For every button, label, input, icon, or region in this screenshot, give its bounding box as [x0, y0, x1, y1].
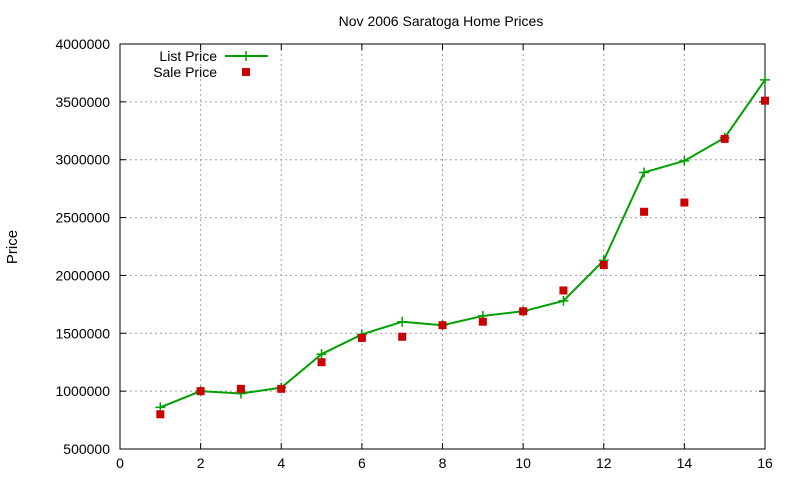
data-point-square	[640, 207, 649, 216]
data-point-square	[599, 261, 608, 270]
grid	[120, 44, 765, 449]
x-tick-label: 12	[596, 455, 612, 471]
x-tick-label: 8	[439, 455, 447, 471]
series-line	[159, 79, 766, 409]
y-tick-label: 1000000	[55, 383, 110, 399]
data-point-square	[438, 321, 447, 330]
data-point-square	[680, 198, 689, 207]
x-tick-label: 4	[277, 455, 285, 471]
x-tick-label: 10	[515, 455, 531, 471]
data-point-plus	[397, 316, 408, 327]
x-tick-label: 16	[757, 455, 773, 471]
x-tick-label: 14	[677, 455, 693, 471]
legend-label: Sale Price	[153, 64, 217, 80]
y-axis-label: Price	[4, 230, 21, 264]
data-point-square	[720, 134, 729, 143]
x-tick-label: 0	[116, 455, 124, 471]
x-tick-label: 6	[358, 455, 366, 471]
data-point-plus	[316, 349, 327, 360]
series-1	[156, 96, 769, 419]
data-point-square	[277, 384, 286, 393]
axis-ticks: 0 2 4 6 8 10 12 14 16 500000 1000000 1500000 2000000…	[55, 36, 773, 471]
chart-title: Nov 2006 Saratoga Home Prices	[339, 13, 544, 29]
legend-square-marker	[242, 68, 250, 76]
legend-label: List Price	[159, 48, 217, 64]
x-tick-label: 2	[197, 455, 205, 471]
data-point-square	[196, 387, 205, 396]
data-point-square	[761, 96, 769, 105]
data-point-square	[357, 333, 366, 342]
series	[155, 74, 770, 419]
data-point-plus	[639, 167, 650, 178]
data-point-plus	[558, 295, 569, 306]
data-point-plus	[760, 74, 770, 85]
legend-plus-marker	[241, 51, 251, 61]
y-tick-label: 3500000	[55, 94, 110, 110]
y-tick-label: 4000000	[55, 36, 110, 52]
data-point-square	[519, 307, 528, 316]
data-point-square	[156, 410, 165, 419]
y-tick-label: 3000000	[55, 152, 110, 168]
data-point-square	[236, 384, 245, 393]
data-point-square	[398, 332, 407, 341]
data-point-square	[317, 358, 326, 367]
data-point-square	[559, 286, 568, 295]
data-point-square	[478, 317, 487, 326]
series-0	[155, 74, 770, 413]
y-tick-label: 1500000	[55, 325, 110, 341]
y-tick-label: 2500000	[55, 210, 110, 226]
data-point-plus	[679, 155, 690, 166]
y-tick-label: 500000	[63, 441, 110, 457]
y-tick-label: 2000000	[55, 267, 110, 283]
